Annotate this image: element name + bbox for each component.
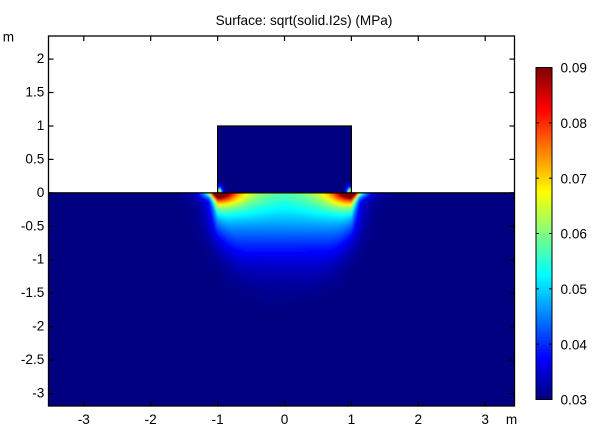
svg-text:-1: -1 (32, 252, 44, 267)
svg-text:0: 0 (281, 412, 289, 427)
svg-text:2: 2 (37, 51, 45, 66)
svg-text:-0.5: -0.5 (21, 218, 44, 233)
svg-text:0.04: 0.04 (561, 337, 588, 352)
svg-text:0.06: 0.06 (561, 227, 587, 242)
svg-text:-3: -3 (78, 412, 90, 427)
svg-text:0.5: 0.5 (25, 151, 44, 166)
svg-text:-2: -2 (32, 319, 44, 334)
svg-text:0.09: 0.09 (561, 61, 587, 76)
svg-text:0.08: 0.08 (561, 116, 587, 131)
svg-text:1: 1 (37, 118, 45, 133)
svg-text:-3: -3 (32, 386, 44, 401)
svg-text:-1.5: -1.5 (21, 285, 44, 300)
svg-text:0.07: 0.07 (561, 171, 587, 186)
svg-text:-2.5: -2.5 (21, 352, 44, 367)
svg-text:0.05: 0.05 (561, 282, 587, 297)
svg-text:1.5: 1.5 (25, 85, 44, 100)
svg-text:2: 2 (415, 412, 423, 427)
svg-text:0.03: 0.03 (561, 393, 587, 408)
svg-text:0: 0 (37, 185, 45, 200)
svg-text:1: 1 (348, 412, 356, 427)
svg-text:-2: -2 (145, 412, 157, 427)
svg-text:Surface: sqrt(solid.I2s) (MPa): Surface: sqrt(solid.I2s) (MPa) (216, 13, 393, 28)
svg-text:m: m (3, 30, 14, 45)
svg-text:3: 3 (481, 412, 489, 427)
svg-text:-1: -1 (212, 412, 224, 427)
svg-text:m: m (506, 412, 517, 427)
